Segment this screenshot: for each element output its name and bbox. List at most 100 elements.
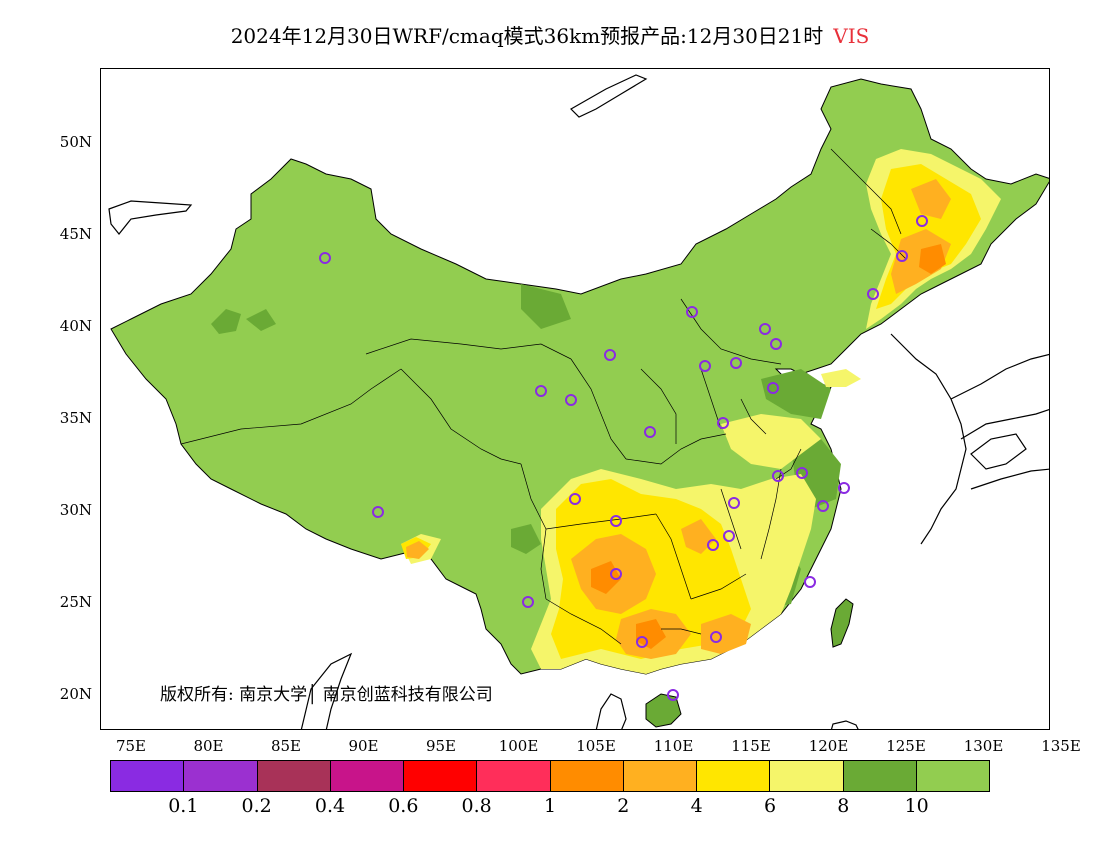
colorbar-swatch	[184, 761, 258, 791]
border-shanxi-hebei	[700, 368, 722, 430]
station-kunming	[522, 596, 534, 608]
title-text: 2024年12月30日WRF/cmaq模式36km预报产品:12月30日21时	[230, 24, 824, 48]
station-jinan	[767, 382, 779, 394]
lon-tick-label: 135E	[1041, 737, 1081, 755]
shandong-tip-vis	[821, 369, 861, 387]
copyright-notice: 版权所有: 南京大学│ 南京创蓝科技有限公司	[160, 685, 493, 705]
colorbar-label: 0.4	[314, 795, 346, 817]
patch-west	[211, 309, 241, 334]
jilin-orange	[911, 179, 951, 219]
station-haikou	[667, 689, 679, 701]
border-shaanxi-south	[625, 433, 727, 465]
lat-tick-label: 45N	[59, 225, 92, 243]
lat-tick-label: 30N	[59, 501, 92, 519]
border-sichuan-south	[545, 513, 657, 530]
colorbar-swatch	[257, 761, 331, 791]
border-anhui-zhejiang	[760, 468, 782, 560]
border-jiangsu	[775, 448, 802, 480]
station-urumqi	[319, 252, 331, 264]
provincial-borders	[180, 148, 907, 645]
map-panel	[100, 68, 1050, 730]
colorbar-swatch	[404, 761, 478, 791]
title-variable: VIS	[833, 24, 870, 48]
colorbar-swatch	[623, 761, 697, 791]
coastline-japan-kyushu	[970, 433, 1027, 470]
coastline-japan-south	[970, 468, 1049, 490]
station-taiyuan	[699, 360, 711, 372]
border-jilin-liaoning	[870, 228, 907, 260]
station-chengdu	[569, 493, 581, 505]
coastline-caspian	[108, 200, 193, 235]
station-tianjin	[770, 338, 782, 350]
station-nanchang	[723, 530, 735, 542]
lon-tick-label: 130E	[963, 737, 1004, 755]
colorbar	[110, 760, 990, 792]
coastline-sakhalin	[570, 74, 648, 118]
station-nanning	[636, 636, 648, 648]
coastline-korea-japan	[890, 333, 967, 545]
station-guangzhou	[710, 631, 722, 643]
station-shijiazhuang	[730, 357, 742, 369]
border-qinghai-north	[365, 338, 572, 360]
station-nanjing	[796, 467, 808, 479]
station-xining	[535, 385, 547, 397]
station-chongqing	[610, 515, 622, 527]
coastline-japan-honshu	[960, 409, 1049, 440]
station-hefei	[772, 470, 784, 482]
patch-southwest	[511, 524, 541, 554]
colorbar-label: 4	[690, 795, 703, 817]
station-markers	[319, 215, 928, 701]
station-hohhot	[686, 306, 698, 318]
tibet-south-orange	[406, 541, 429, 559]
colorbar-label: 2	[617, 795, 630, 817]
lat-tick-label: 20N	[59, 685, 92, 703]
coastline-philippines	[830, 720, 859, 729]
station-hangzhou	[817, 500, 829, 512]
patch-shandong	[761, 369, 831, 419]
lat-tick-label: 50N	[59, 133, 92, 151]
hainan-island	[645, 693, 682, 728]
lat-tick-label: 40N	[59, 317, 92, 335]
china-landmass	[110, 78, 1049, 675]
lat-tick-label: 25N	[59, 593, 92, 611]
colorbar-swatch	[111, 761, 185, 791]
map-title: 2024年12月30日WRF/cmaq模式36km预报产品:12月30日21时 V…	[0, 20, 1100, 49]
coastline-hainan-strait	[595, 693, 627, 729]
border-yunnan-guangxi	[545, 598, 622, 645]
patch-tarim	[246, 309, 276, 331]
station-shanghai	[838, 482, 850, 494]
station-zhengzhou	[717, 417, 729, 429]
border-henan-shandong	[740, 398, 767, 435]
colorbar-swatch	[477, 761, 551, 791]
colorbar-label: 8	[837, 795, 850, 817]
colorbar-label: 0.8	[461, 795, 492, 817]
lat-tick-label: 35N	[59, 409, 92, 427]
station-harbin	[916, 215, 928, 227]
border-tibet-qinghai	[400, 368, 522, 465]
lon-tick-label: 95E	[425, 737, 457, 755]
border-innermongolia	[680, 298, 782, 365]
taiwan-island	[830, 598, 854, 648]
colorbar-label: 6	[763, 795, 777, 817]
lon-tick-label: 125E	[886, 737, 926, 755]
forecast-map	[108, 74, 1049, 729]
guangxi-dark-orange	[636, 619, 666, 649]
lon-tick-label: 85E	[270, 737, 302, 755]
coastline-japan-north	[950, 353, 1049, 400]
border-hubei-jiangxi	[720, 488, 742, 550]
station-lanzhou	[565, 394, 577, 406]
colorbar-swatch	[330, 761, 404, 791]
lon-tick-label: 110E	[653, 737, 694, 755]
lon-tick-label: 80E	[193, 737, 224, 755]
colorbar-swatch	[916, 761, 989, 791]
lon-tick-label: 105E	[576, 737, 616, 755]
station-beijing	[759, 323, 771, 335]
lon-tick-label: 115E	[731, 737, 771, 755]
lon-tick-label: 120E	[808, 737, 849, 755]
liaoning-dark-orange	[919, 244, 946, 274]
foreign-coastlines	[108, 74, 1049, 729]
border-shanxi-shaanxi	[640, 368, 677, 444]
colorbar-swatch	[550, 761, 624, 791]
colorbar-label: 0.1	[168, 795, 199, 817]
colorbar-swatch	[697, 761, 771, 791]
